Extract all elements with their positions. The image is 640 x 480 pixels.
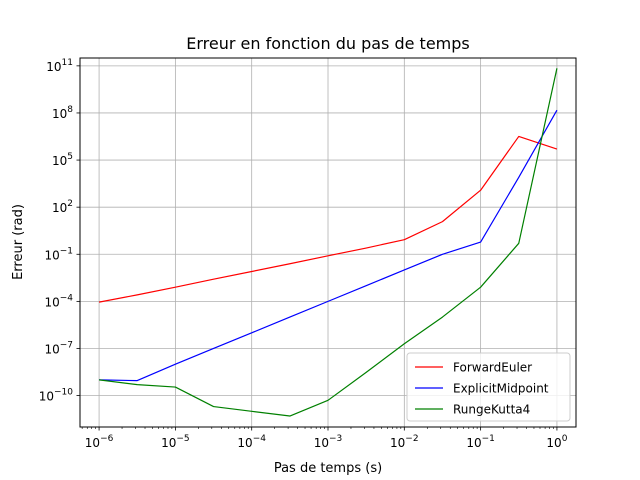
y-axis-ticks: 10−10 10−7 10−4 10−1 102 105 108 1011 <box>39 58 80 404</box>
y-axis-label: Erreur (rad) <box>11 204 26 280</box>
x-tick-label: 10−6 <box>85 434 114 450</box>
y-tick-label: 1011 <box>46 58 73 74</box>
legend-items: ForwardEuler ExplicitMidpoint RungeKutta4 <box>415 361 549 417</box>
legend: ForwardEuler ExplicitMidpoint RungeKutta4 <box>406 352 571 422</box>
x-axis-ticks: 10−6 10−5 10−4 10−3 10−2 10−1 100 <box>85 427 568 450</box>
chart-title: Erreur en fonction du pas de temps <box>186 34 470 53</box>
y-tick-label: 10−4 <box>44 293 73 309</box>
series-line-RungeKutta4 <box>99 68 558 417</box>
x-tick-label: 10−5 <box>161 434 190 450</box>
x-tick-label: 10−3 <box>314 434 343 450</box>
x-tick-label: 100 <box>546 434 567 450</box>
series-lines <box>98 68 558 417</box>
x-tick-label: 10−4 <box>237 434 266 450</box>
series-line-ExplicitMidpoint <box>99 109 558 382</box>
x-axis-label: Pas de temps (s) <box>274 461 382 476</box>
y-tick-label: 10−10 <box>39 388 74 404</box>
y-tick-label: 108 <box>52 105 73 121</box>
legend-box <box>406 352 571 422</box>
x-tick-label: 10−2 <box>390 434 419 450</box>
legend-label: RungeKutta4 <box>453 403 530 417</box>
legend-label: ExplicitMidpoint <box>453 382 549 396</box>
y-tick-label: 10−1 <box>44 246 73 262</box>
y-tick-label: 102 <box>52 199 73 215</box>
y-tick-label: 105 <box>52 152 73 168</box>
y-tick-label: 10−7 <box>44 340 73 356</box>
x-tick-label: 10−1 <box>466 434 495 450</box>
series-line-ForwardEuler <box>98 135 558 303</box>
legend-label: ForwardEuler <box>453 361 532 375</box>
